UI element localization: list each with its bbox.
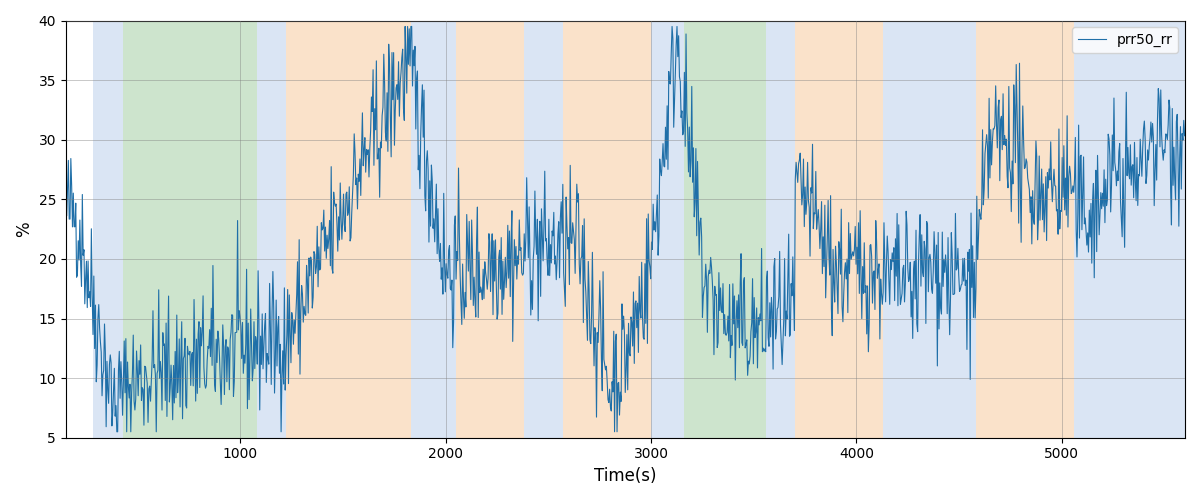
prr50_rr — [59, 192, 73, 198]
Line: prr50_rr: prr50_rr — [66, 26, 1184, 432]
prr50_rr — [692, 220, 707, 226]
Bar — [1074, 20, 1186, 438]
prr50_rr — [398, 24, 413, 30]
prr50_rr — [196, 329, 210, 335]
Bar — [794, 20, 883, 438]
Bar — [976, 20, 1074, 438]
Legend: prr50_rr: prr50_rr — [1072, 28, 1178, 52]
Bar — [456, 20, 524, 438]
X-axis label: Time(s): Time(s) — [594, 467, 656, 485]
Bar — [124, 20, 257, 438]
Bar — [257, 20, 286, 438]
Bar — [410, 20, 456, 438]
Bar — [524, 20, 563, 438]
prr50_rr — [1177, 132, 1192, 138]
Bar — [684, 20, 766, 438]
Y-axis label: %: % — [16, 222, 34, 237]
Bar — [92, 20, 124, 438]
Bar — [563, 20, 652, 438]
Bar — [883, 20, 976, 438]
prr50_rr — [521, 215, 535, 221]
Bar — [286, 20, 410, 438]
prr50_rr — [390, 96, 404, 102]
prr50_rr — [416, 134, 431, 140]
Bar — [652, 20, 684, 438]
prr50_rr — [109, 429, 124, 435]
prr50_rr — [144, 376, 158, 382]
Bar — [766, 20, 794, 438]
